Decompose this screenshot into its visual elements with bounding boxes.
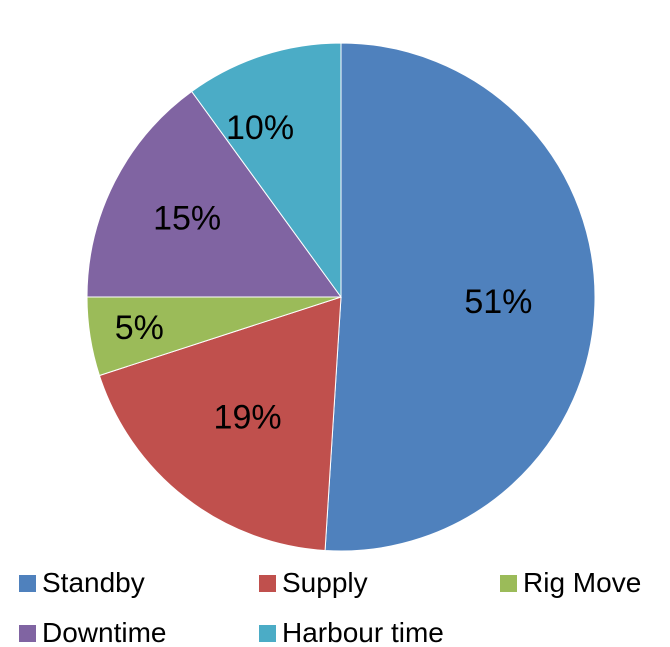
legend-swatch-supply <box>259 574 276 592</box>
data-label-downtime: 15% <box>153 200 221 238</box>
legend-item-downtime: Downtime <box>19 613 166 647</box>
legend-swatch-standby <box>19 574 36 592</box>
legend-item-supply: Supply <box>259 563 368 603</box>
legend-label-standby: Standby <box>42 567 145 598</box>
pie-chart: 51% 19% 5% 15% 10% <box>86 42 596 552</box>
pie-slice-harbour-time <box>191 42 342 299</box>
legend-swatch-downtime <box>19 624 36 642</box>
legend-label-rig-move: Rig Move <box>523 567 642 598</box>
pie-slice-standby <box>324 42 596 552</box>
legend-item-standby: Standby <box>19 563 145 603</box>
legend-item-harbour-time: Harbour time <box>259 613 444 647</box>
pie-slices <box>86 42 596 552</box>
legend-item-rig-move: Rig Move <box>500 563 641 603</box>
legend-label-supply: Supply <box>282 567 368 598</box>
data-label-supply: 19% <box>214 398 282 436</box>
data-label-standby: 51% <box>464 283 532 321</box>
legend-swatch-rig-move <box>500 574 517 592</box>
pie-slice-downtime <box>86 90 342 298</box>
pie-slice-supply <box>98 296 342 552</box>
legend-label-downtime: Downtime <box>42 617 167 647</box>
legend-label-harbour-time: Harbour time <box>282 617 444 647</box>
data-label-harbour-time: 10% <box>226 109 294 147</box>
data-label-rig-move: 5% <box>115 309 164 347</box>
pie-labels: 51% 19% 5% 15% 10% <box>115 109 533 437</box>
legend-swatch-harbour-time <box>259 624 276 642</box>
